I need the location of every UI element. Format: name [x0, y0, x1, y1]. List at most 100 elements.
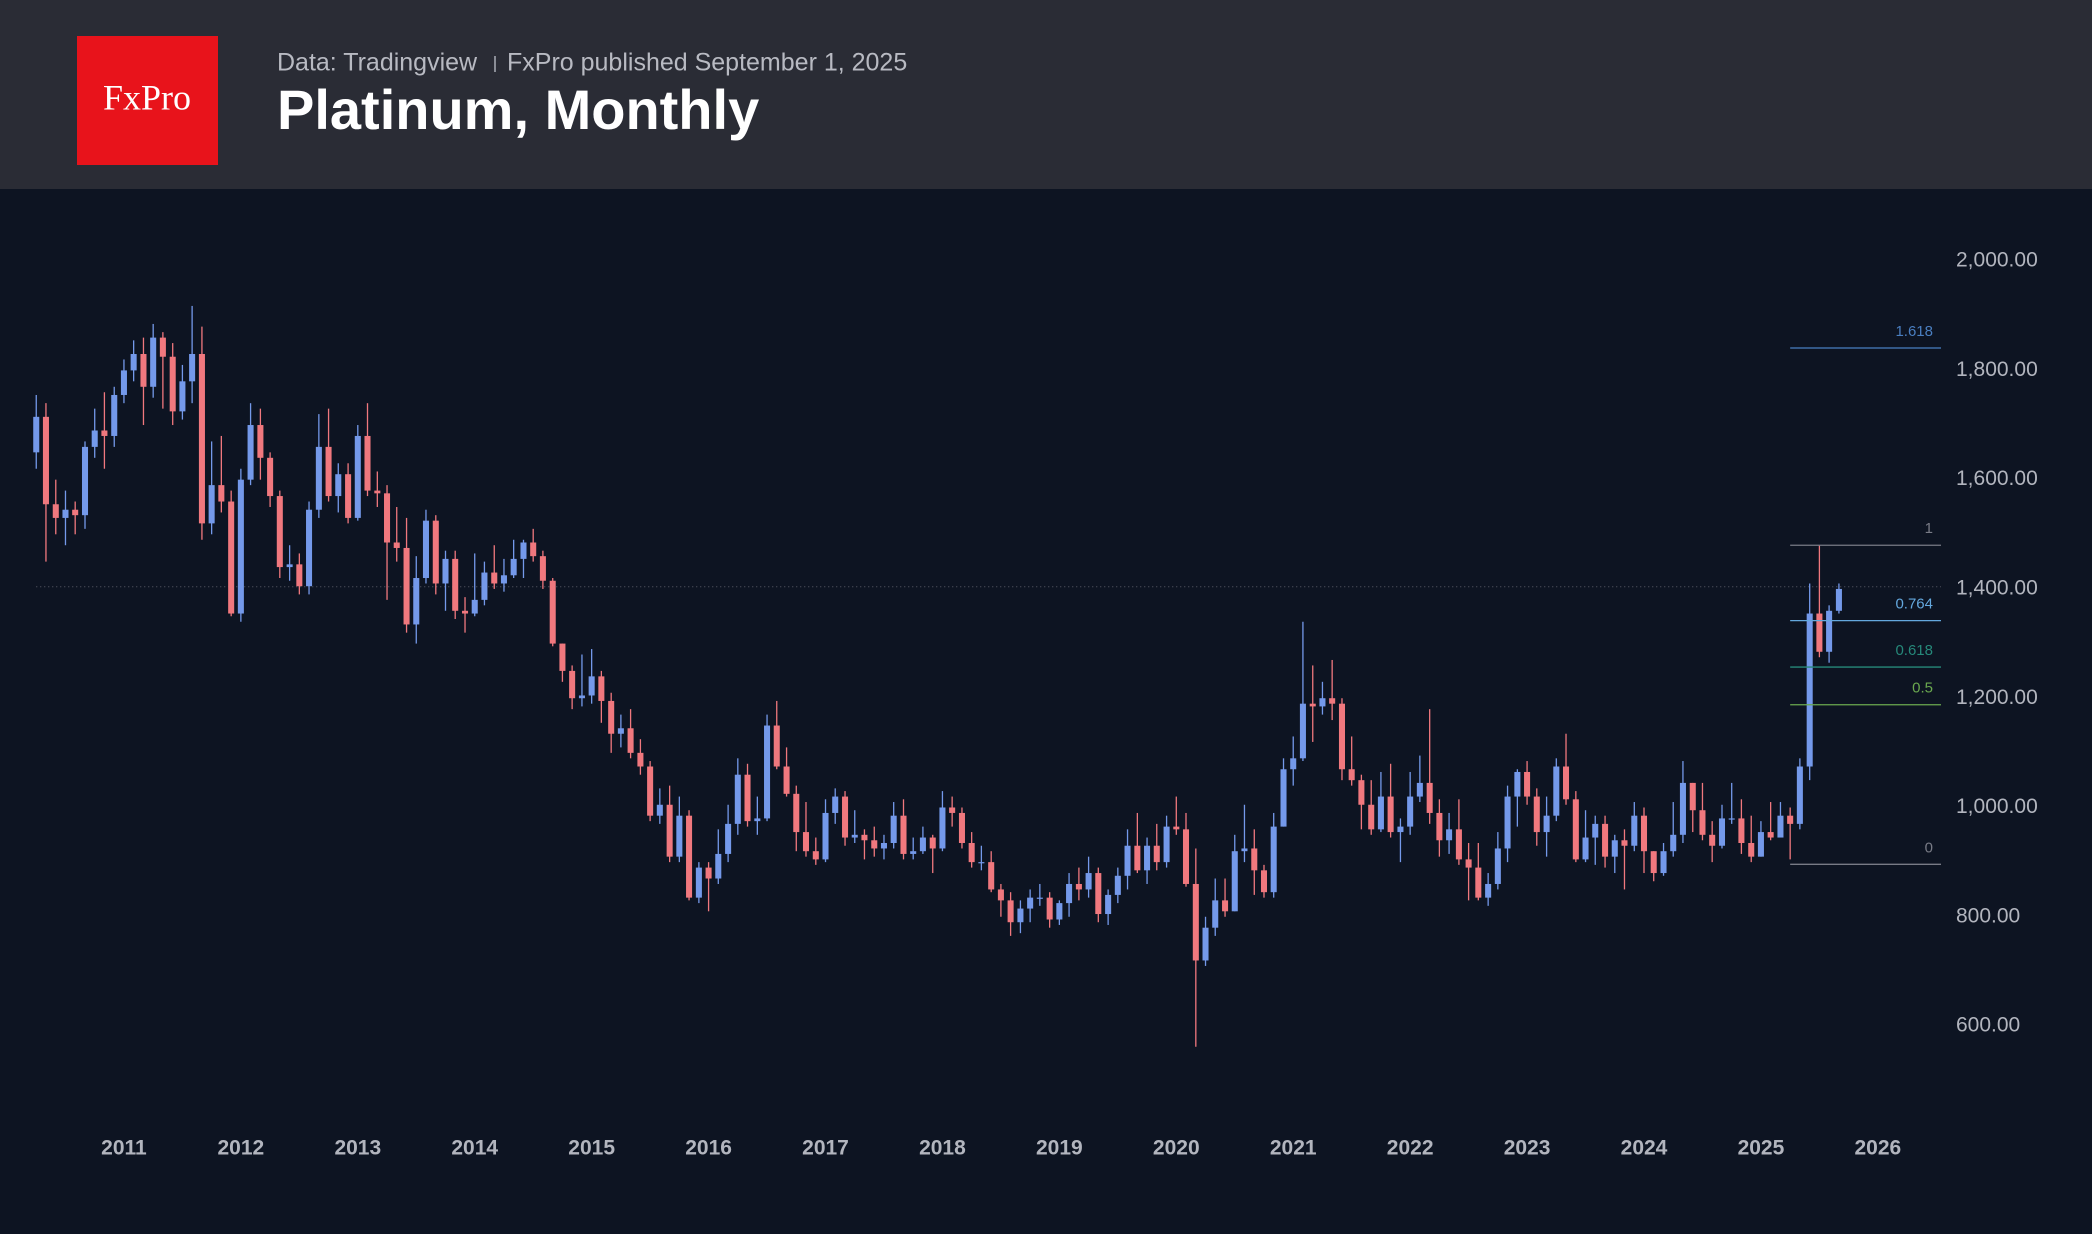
candle-body — [1816, 613, 1823, 652]
candle-body — [198, 354, 205, 524]
x-tick-label: 2023 — [1504, 1137, 1551, 1160]
candle-body — [325, 446, 332, 497]
candle-body — [1826, 610, 1833, 652]
candle-body — [111, 394, 118, 436]
candle-body — [1299, 703, 1306, 759]
candle-body — [1524, 771, 1531, 797]
candle-body — [1348, 769, 1355, 781]
candle-body — [1007, 900, 1014, 923]
x-tick-label: 2026 — [1854, 1137, 1901, 1160]
candle-body — [62, 509, 69, 518]
candle-body — [686, 815, 693, 898]
candle-body — [1777, 815, 1784, 838]
candle-body — [228, 501, 235, 614]
candle-body — [1066, 883, 1073, 904]
candle-body — [354, 435, 361, 518]
y-tick-label: 1,200.00 — [1956, 686, 2038, 709]
candle-body — [1631, 815, 1638, 846]
fib-label: 0 — [1925, 839, 1933, 856]
candle-body — [335, 474, 342, 497]
candle-body — [695, 867, 702, 898]
candle-body — [1475, 867, 1482, 898]
header — [0, 0, 2092, 189]
candle-body — [315, 446, 322, 510]
candle-body — [1182, 829, 1190, 884]
candle-body — [52, 504, 59, 518]
candle-body — [491, 572, 498, 584]
candle-body — [832, 796, 839, 813]
candle-body — [1387, 796, 1394, 833]
x-tick-label: 2012 — [218, 1137, 265, 1160]
candle-body — [432, 520, 439, 584]
candle-body — [1329, 698, 1336, 704]
candle-body — [1056, 903, 1063, 920]
candle-body — [1260, 870, 1268, 893]
candle-body — [1124, 845, 1131, 876]
candle-body — [1446, 829, 1453, 841]
candle-body — [33, 416, 40, 453]
candle-body — [676, 815, 683, 857]
x-tick-label: 2016 — [685, 1137, 732, 1160]
candle-body — [997, 889, 1004, 901]
candle-body — [1465, 859, 1472, 868]
candle-body — [471, 599, 478, 614]
x-tick-label: 2017 — [802, 1137, 849, 1160]
candle-body — [1036, 897, 1043, 899]
candle-body — [608, 700, 615, 734]
candle-body — [1309, 703, 1316, 707]
candle-body — [1670, 834, 1677, 852]
candle-body — [500, 575, 507, 584]
fib-label: 1 — [1925, 520, 1933, 537]
candle-body — [1455, 829, 1462, 860]
candle-body — [1757, 832, 1764, 857]
candle-body — [159, 337, 166, 357]
candle-body — [1290, 758, 1297, 770]
candle-body — [393, 542, 400, 548]
candle-body — [1553, 766, 1560, 816]
candle-body — [559, 643, 566, 671]
y-tick-label: 600.00 — [1956, 1014, 2020, 1037]
candle-body — [120, 370, 127, 395]
y-tick-label: 1,400.00 — [1956, 576, 2038, 599]
candle-body — [1368, 804, 1375, 830]
x-tick-label: 2024 — [1621, 1137, 1668, 1160]
candle-body — [1202, 927, 1209, 961]
candle-body — [968, 843, 975, 863]
candle-body — [705, 867, 712, 879]
candle-body — [764, 725, 771, 819]
candle-body — [150, 337, 157, 387]
y-tick-label: 800.00 — [1956, 904, 2020, 927]
candle-body — [880, 843, 887, 849]
separator — [494, 56, 496, 72]
candle-body — [1426, 782, 1433, 813]
candle-body — [286, 564, 293, 568]
candle-body — [1436, 812, 1443, 841]
candle-body — [364, 435, 371, 491]
candle-body — [1319, 698, 1326, 707]
candle-body — [1358, 780, 1365, 805]
candle-body — [666, 804, 673, 857]
candle-body — [42, 416, 49, 505]
candle-body — [208, 485, 215, 524]
candle-body — [1504, 796, 1511, 849]
candle-body — [754, 818, 761, 822]
candle-body — [1709, 834, 1716, 846]
candle-body — [189, 354, 196, 382]
candle-body — [744, 774, 751, 822]
candle-body — [627, 728, 634, 753]
candle-body — [842, 796, 849, 838]
candle-body — [140, 354, 147, 387]
candle-body — [1787, 815, 1794, 824]
candle-body — [822, 812, 829, 860]
candle-body — [1095, 873, 1102, 915]
candle-body — [72, 509, 79, 516]
fib-label: 0.618 — [1895, 642, 1933, 659]
x-tick-label: 2014 — [451, 1137, 498, 1160]
candle-body — [130, 354, 137, 371]
candle-body — [1728, 818, 1735, 820]
candle-body — [1144, 845, 1151, 871]
candle-body — [647, 766, 654, 816]
candle-body — [1222, 900, 1229, 912]
candle-body — [578, 695, 585, 699]
